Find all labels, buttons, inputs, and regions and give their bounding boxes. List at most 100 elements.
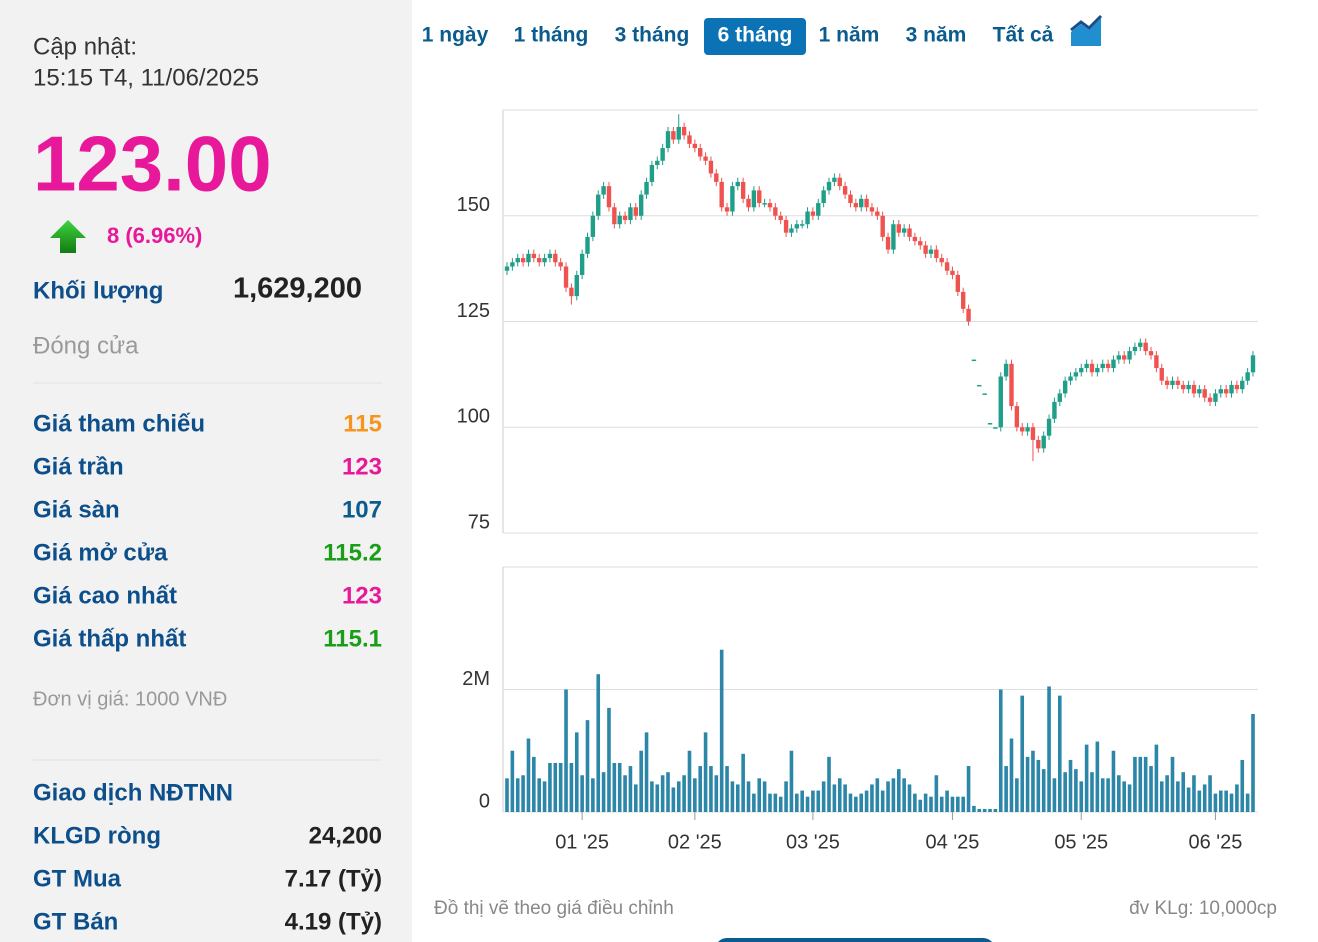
candle-body	[810, 211, 816, 216]
candle-body	[1121, 355, 1127, 360]
volume-bar	[795, 793, 799, 812]
candle-body	[901, 228, 907, 233]
range-tab[interactable]: 3 năm	[906, 24, 967, 47]
candle-body	[1030, 427, 1036, 440]
candle-body	[1025, 427, 1030, 432]
candle-body	[547, 253, 553, 259]
candle-body	[1041, 435, 1046, 449]
x-tick-label: 01 '25	[555, 831, 609, 853]
volume-bar	[870, 784, 874, 812]
volume-bar	[843, 784, 847, 812]
volume-bar	[961, 796, 965, 812]
chart-type-icon[interactable]	[1070, 14, 1103, 46]
candle-body	[1079, 368, 1084, 373]
volume-bar	[972, 805, 976, 812]
volume-bar	[1100, 778, 1105, 812]
volume-bar	[993, 808, 998, 812]
range-tab[interactable]: 1 năm	[819, 24, 880, 47]
tab-label[interactable]: 1 tháng	[514, 24, 589, 47]
candle-body	[1218, 389, 1223, 394]
volume-bar	[1047, 686, 1051, 812]
candle-body	[778, 215, 783, 220]
volume-bar	[800, 790, 804, 812]
range-tab[interactable]: 6 tháng	[704, 18, 806, 55]
volume-bar	[811, 790, 815, 812]
candle-body	[1068, 376, 1073, 381]
range-tab[interactable]: Tất cả	[993, 24, 1054, 47]
volume-bar	[666, 772, 670, 812]
candle-body	[1164, 380, 1170, 385]
candle-body	[1245, 372, 1250, 381]
range-tab[interactable]: 3 tháng	[615, 24, 690, 47]
volume-bar	[768, 793, 772, 812]
volume-bar	[676, 781, 681, 812]
volume-bar	[816, 790, 821, 812]
candle-body	[826, 181, 832, 191]
status: Đóng cửa	[33, 332, 139, 359]
candle-body	[579, 253, 585, 275]
volume-bar	[1224, 790, 1228, 812]
y-tick-label: 2M	[462, 668, 490, 690]
candle-body	[773, 207, 778, 216]
y-tick-label: 0	[479, 790, 490, 812]
volume-bar	[719, 649, 724, 812]
volume-bar	[746, 781, 751, 812]
tab-label[interactable]: 3 tháng	[615, 24, 690, 47]
price: 123.00	[33, 120, 272, 208]
candle-body	[1073, 372, 1079, 377]
stat-value: 123	[342, 582, 382, 609]
candle-body	[730, 186, 735, 212]
candle-body	[982, 393, 987, 395]
candle-body	[510, 262, 515, 267]
candle-body	[520, 258, 526, 263]
volume-bar	[784, 781, 788, 812]
candle-body	[971, 359, 977, 362]
tab-label[interactable]: 3 năm	[906, 24, 967, 47]
range-tab[interactable]: 1 ngày	[422, 24, 489, 47]
candle-body	[998, 376, 1003, 428]
volume-bar	[709, 766, 713, 812]
range-tab[interactable]: 1 tháng	[514, 24, 589, 47]
volume-bar	[891, 778, 896, 812]
candle-body	[751, 190, 757, 208]
candle-body	[617, 215, 622, 225]
candle-body	[692, 143, 698, 149]
candle-body	[1095, 368, 1100, 373]
candle-body	[649, 164, 655, 182]
volume-bar	[682, 775, 686, 812]
candle-body	[1234, 384, 1240, 390]
candle-body	[665, 131, 671, 149]
candle-body	[537, 258, 542, 263]
candle-body	[869, 207, 875, 212]
volume-bar	[956, 796, 960, 812]
candle-body	[526, 253, 531, 263]
volume-bar	[1015, 778, 1019, 812]
volume-bar	[1068, 759, 1073, 812]
volume-bar	[671, 787, 676, 812]
volume-bar	[902, 778, 906, 812]
volume-bar	[1159, 781, 1164, 812]
volume-bar	[827, 756, 831, 812]
volume-bar	[1251, 714, 1255, 812]
volume-bar	[1122, 781, 1126, 812]
stat-label: Giá tham chiếu	[33, 410, 205, 437]
tab-label[interactable]: 6 tháng	[718, 24, 793, 47]
foreign-label: GT Bán	[33, 908, 118, 935]
stat-label: Giá cao nhất	[33, 582, 177, 609]
tab-label[interactable]: Tất cả	[993, 24, 1054, 47]
volume-bar	[698, 766, 703, 812]
volume-bar	[574, 732, 579, 812]
volume-bar	[655, 784, 660, 812]
tab-label[interactable]: 1 ngày	[422, 24, 489, 47]
candle-body	[1052, 401, 1057, 419]
candle-body	[590, 215, 596, 237]
volume-bar	[735, 784, 740, 812]
volume-bar	[1149, 766, 1153, 812]
candle-body	[816, 203, 821, 216]
candle-body	[1223, 389, 1229, 394]
candle-body	[1186, 384, 1191, 390]
tab-label[interactable]: 1 năm	[819, 24, 880, 47]
bottom-button[interactable]	[715, 938, 995, 942]
candle-body	[655, 160, 660, 165]
volume-bar	[1218, 790, 1223, 812]
